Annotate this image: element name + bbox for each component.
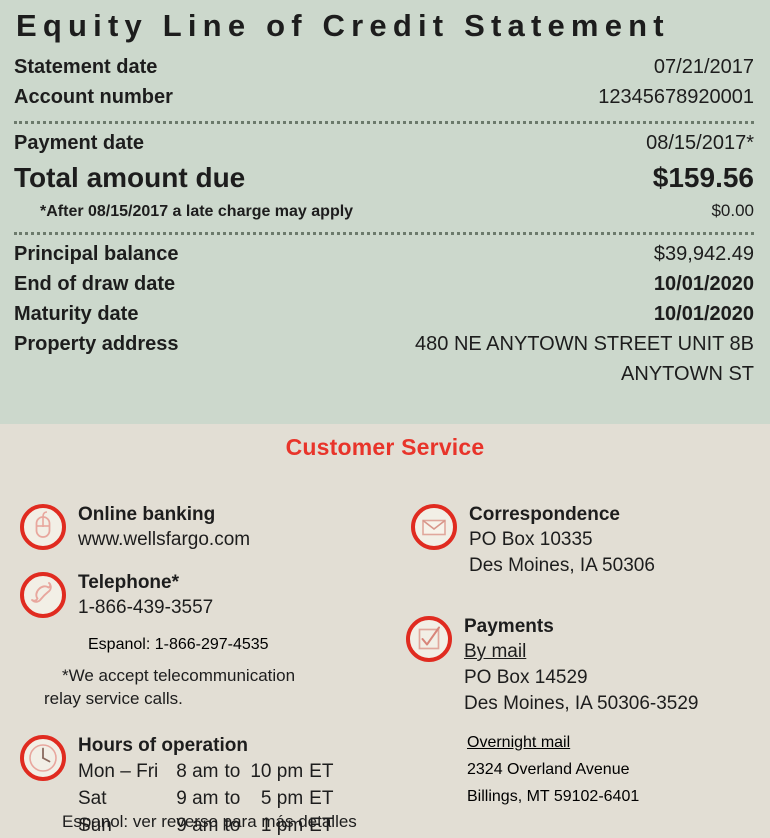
property-address-line1: 480 NE ANYTOWN STREET UNIT 8B xyxy=(415,333,754,355)
online-banking-block: Online banking www.wellsfargo.com xyxy=(18,502,250,553)
hours-row: Sun 9 am to 1 pm ET xyxy=(78,812,333,838)
telephone-note-line2: relay service calls. xyxy=(44,689,183,708)
account-number-label: Account number xyxy=(14,86,173,108)
checkbox-icon xyxy=(404,614,454,664)
hours-open: 9 am xyxy=(176,788,219,809)
divider-dotted-top xyxy=(14,121,754,124)
hours-to: to xyxy=(224,788,241,809)
telephone-number[interactable]: 1-866-439-3557 xyxy=(78,597,214,618)
divider-dotted-bottom xyxy=(14,232,754,235)
hours-timezone: ET xyxy=(309,788,334,809)
principal-balance-row: Principal balance $39,942.49 xyxy=(14,239,754,269)
telephone-espanol: Espanol: 1-866-297-4535 xyxy=(88,636,269,653)
payment-date-label: Payment date xyxy=(14,132,145,154)
statement-date-label: Statement date xyxy=(14,56,158,78)
correspondence-text: Correspondence PO Box 10335 Des Moines, … xyxy=(469,502,655,579)
payments-by-mail-label: By mail xyxy=(464,641,527,662)
telephone-heading: Telephone* xyxy=(78,572,179,593)
principal-balance-label: Principal balance xyxy=(14,243,179,265)
end-of-draw-date-value: 10/01/2020 xyxy=(653,273,754,295)
total-amount-due-label: Total amount due xyxy=(14,162,246,193)
maturity-date-row: Maturity date 10/01/2020 xyxy=(14,299,754,329)
hours-table: Mon – Fri 8 am to 10 pm ET Sat 9 am to 5… xyxy=(78,758,333,838)
hours-heading: Hours of operation xyxy=(78,735,248,756)
maturity-date-value: 10/01/2020 xyxy=(653,303,754,325)
hours-day: Mon – Fri xyxy=(78,761,159,782)
hours-to: to xyxy=(224,815,241,836)
property-address-label: Property address xyxy=(14,333,179,355)
payment-date-value: 08/15/2017* xyxy=(646,132,754,154)
end-of-draw-date-row: End of draw date 10/01/2020 xyxy=(14,269,754,299)
total-amount-due-value: $159.56 xyxy=(652,162,754,193)
payments-block: Payments By mail PO Box 14529 Des Moines… xyxy=(404,614,699,717)
telephone-text: Telephone* 1-866-439-3557 xyxy=(78,570,213,621)
hours-timezone: ET xyxy=(309,815,334,836)
online-banking-website[interactable]: www.wellsfargo.com xyxy=(78,529,251,550)
statement-date-value: 07/21/2017 xyxy=(653,56,754,78)
hours-open: 9 am xyxy=(176,815,219,836)
customer-service-section: Customer Service Online banking www.well… xyxy=(0,424,770,838)
footer-espanol-note: Espanol: ver reverso para más detalles xyxy=(62,812,357,831)
payments-by-mail-line2: Des Moines, IA 50306-3529 xyxy=(464,693,699,714)
payments-heading: Payments xyxy=(464,616,554,637)
late-charge-note: *After 08/15/2017 a late charge may appl… xyxy=(40,203,354,220)
property-address-row: Property address 480 NE ANYTOWN STREET U… xyxy=(14,329,754,359)
telephone-icon xyxy=(18,570,68,620)
late-charge-row: *After 08/15/2017 a late charge may appl… xyxy=(14,198,754,225)
total-amount-due-row: Total amount due $159.56 xyxy=(14,158,754,198)
hours-day: Sun xyxy=(78,815,112,836)
hours-close: 5 pm xyxy=(260,788,304,809)
correspondence-heading: Correspondence xyxy=(469,504,620,525)
statement-date-row: Statement date 07/21/2017 xyxy=(14,52,754,82)
payments-overnight-line1: 2324 Overland Avenue xyxy=(467,761,630,778)
end-of-draw-date-label: End of draw date xyxy=(14,273,176,295)
account-number-value: 12345678920001 xyxy=(598,86,754,108)
correspondence-block: Correspondence PO Box 10335 Des Moines, … xyxy=(409,502,655,579)
maturity-date-label: Maturity date xyxy=(14,303,139,325)
online-banking-heading: Online banking xyxy=(78,504,216,525)
payments-text: Payments By mail PO Box 14529 Des Moines… xyxy=(464,614,699,717)
account-number-row: Account number 12345678920001 xyxy=(14,82,754,112)
account-summary-section: Equity Line of Credit Statement Statemen… xyxy=(0,0,770,424)
envelope-icon xyxy=(409,502,459,552)
hours-of-operation-block: Hours of operation Mon – Fri 8 am to 10 … xyxy=(18,733,333,838)
hours-close: 1 pm xyxy=(260,815,304,836)
hours-row: Mon – Fri 8 am to 10 pm ET xyxy=(78,758,333,785)
telephone-block: Telephone* 1-866-439-3557 xyxy=(18,570,213,621)
customer-service-columns: Online banking www.wellsfargo.com Teleph… xyxy=(0,464,770,836)
principal-balance-value: $39,942.49 xyxy=(653,243,754,265)
correspondence-line1: PO Box 10335 xyxy=(469,529,593,550)
hours-text: Hours of operation Mon – Fri 8 am to 10 … xyxy=(78,733,333,838)
customer-service-title: Customer Service xyxy=(285,434,485,460)
hours-day: Sat xyxy=(78,788,107,809)
property-address-line2: ANYTOWN ST xyxy=(621,363,754,385)
payments-overnight-label: Overnight mail xyxy=(467,734,571,751)
mouse-icon xyxy=(18,502,68,552)
payments-overnight-line2: Billings, MT 59102-6401 xyxy=(467,788,640,805)
correspondence-line2: Des Moines, IA 50306 xyxy=(469,555,655,576)
payment-date-row: Payment date 08/15/2017* xyxy=(14,128,754,158)
payments-by-mail-line1: PO Box 14529 xyxy=(464,667,588,688)
online-banking-text: Online banking www.wellsfargo.com xyxy=(78,502,250,553)
hours-timezone: ET xyxy=(309,761,334,782)
late-charge-value: $0.00 xyxy=(711,201,754,220)
telephone-note-line1: *We accept telecommunication xyxy=(62,666,296,685)
hours-open: 8 am xyxy=(176,761,219,782)
hours-row: Sat 9 am to 5 pm ET xyxy=(78,785,333,812)
page-title: Equity Line of Credit Statement xyxy=(16,8,670,43)
hours-close: 10 pm xyxy=(250,761,304,782)
hours-to: to xyxy=(224,761,241,782)
clock-icon xyxy=(18,733,68,783)
